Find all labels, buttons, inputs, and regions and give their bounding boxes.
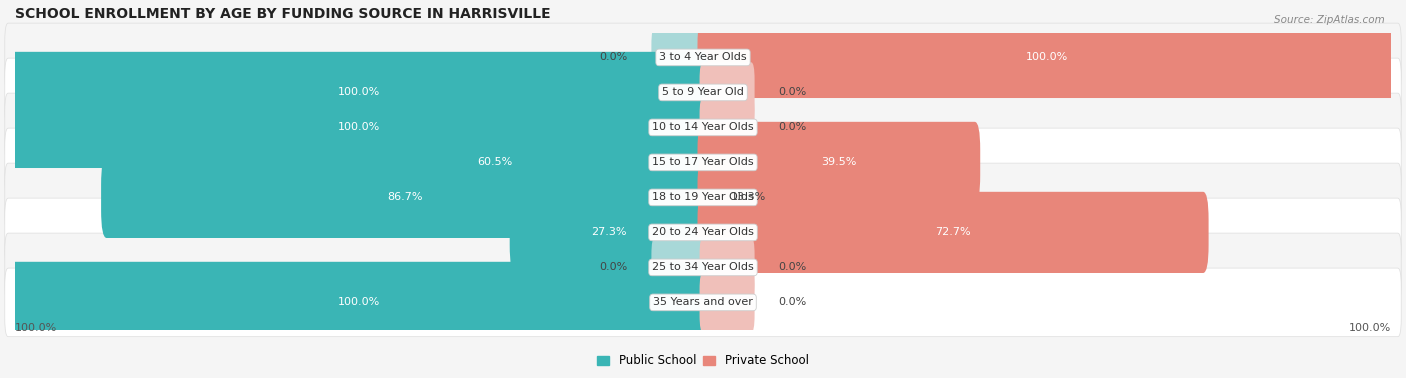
FancyBboxPatch shape [510,192,709,273]
Text: 100.0%: 100.0% [15,322,58,333]
FancyBboxPatch shape [700,237,755,297]
FancyBboxPatch shape [4,128,1402,197]
Text: 15 to 17 Year Olds: 15 to 17 Year Olds [652,157,754,167]
FancyBboxPatch shape [4,198,1402,267]
Text: SCHOOL ENROLLMENT BY AGE BY FUNDING SOURCE IN HARRISVILLE: SCHOOL ENROLLMENT BY AGE BY FUNDING SOUR… [15,7,551,21]
FancyBboxPatch shape [700,62,755,122]
Text: 3 to 4 Year Olds: 3 to 4 Year Olds [659,53,747,62]
FancyBboxPatch shape [10,262,709,343]
FancyBboxPatch shape [4,58,1402,127]
FancyBboxPatch shape [697,192,1209,273]
Text: 100.0%: 100.0% [1026,53,1069,62]
Text: 35 Years and over: 35 Years and over [652,297,754,307]
FancyBboxPatch shape [4,23,1402,92]
FancyBboxPatch shape [651,27,706,88]
Text: 18 to 19 Year Olds: 18 to 19 Year Olds [652,192,754,202]
Text: 0.0%: 0.0% [779,87,807,98]
FancyBboxPatch shape [281,122,709,203]
Text: 100.0%: 100.0% [337,87,380,98]
Text: 5 to 9 Year Old: 5 to 9 Year Old [662,87,744,98]
FancyBboxPatch shape [4,163,1402,232]
Text: Source: ZipAtlas.com: Source: ZipAtlas.com [1274,15,1385,25]
Text: 20 to 24 Year Olds: 20 to 24 Year Olds [652,228,754,237]
FancyBboxPatch shape [4,268,1402,337]
FancyBboxPatch shape [700,97,755,158]
Text: 86.7%: 86.7% [387,192,423,202]
FancyBboxPatch shape [697,122,980,203]
FancyBboxPatch shape [4,233,1402,302]
FancyBboxPatch shape [697,157,800,238]
Text: 100.0%: 100.0% [337,122,380,132]
Text: 0.0%: 0.0% [779,297,807,307]
Text: 100.0%: 100.0% [1348,322,1391,333]
FancyBboxPatch shape [651,237,706,297]
Text: 27.3%: 27.3% [592,228,627,237]
Text: 10 to 14 Year Olds: 10 to 14 Year Olds [652,122,754,132]
FancyBboxPatch shape [4,93,1402,162]
Text: 0.0%: 0.0% [599,262,627,273]
Text: 0.0%: 0.0% [779,122,807,132]
Text: 0.0%: 0.0% [599,53,627,62]
Text: 25 to 34 Year Olds: 25 to 34 Year Olds [652,262,754,273]
FancyBboxPatch shape [697,17,1396,98]
Text: 13.3%: 13.3% [731,192,766,202]
Text: 39.5%: 39.5% [821,157,856,167]
Text: 60.5%: 60.5% [477,157,513,167]
FancyBboxPatch shape [101,157,709,238]
Legend: Public School, Private School: Public School, Private School [593,350,813,372]
FancyBboxPatch shape [10,87,709,168]
FancyBboxPatch shape [10,52,709,133]
Text: 72.7%: 72.7% [935,228,972,237]
FancyBboxPatch shape [700,272,755,333]
Text: 0.0%: 0.0% [779,262,807,273]
Text: 100.0%: 100.0% [337,297,380,307]
